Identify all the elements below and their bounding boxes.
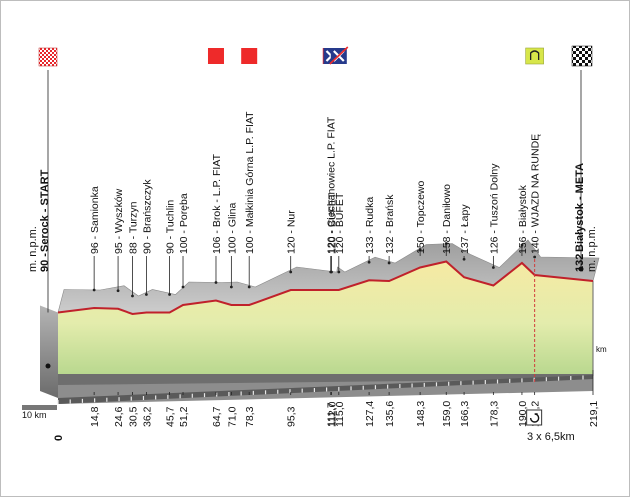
profile-point <box>289 270 293 274</box>
lap-label: 3 x 6,5km <box>527 431 575 443</box>
place-label: 88 - Turzyn <box>127 201 139 254</box>
feed-zone-icon <box>329 46 349 65</box>
distance-label: 166,3 <box>459 401 471 427</box>
place-label: 132 - Brańsk <box>384 194 396 254</box>
distance-label: 45,7 <box>165 406 177 427</box>
distance-label: 71,0 <box>226 406 238 427</box>
lap-arrow-icon <box>529 413 540 423</box>
profile-point <box>520 243 524 247</box>
start-flag-icon <box>38 47 58 67</box>
profile-point <box>418 248 422 251</box>
distance-label: 127,4 <box>364 401 376 427</box>
total-km-label: 219,1 <box>588 401 600 427</box>
profile-area <box>22 239 600 410</box>
place-label: 100 - Małkinia Górna L.P. FIAT <box>244 111 256 254</box>
place-label: 120 - Ciechanowiec L.P. FIAT <box>326 116 338 254</box>
distance-label: 78,3 <box>244 406 256 427</box>
lap-icon-arch <box>529 50 540 60</box>
profile-point <box>533 255 537 259</box>
place-label: 137 - Łapy <box>459 204 471 254</box>
profile-point <box>491 266 495 269</box>
profile-point <box>214 281 218 284</box>
distance-label: 36,2 <box>141 406 153 427</box>
profile-point <box>367 260 371 264</box>
distance-label: 51,2 <box>178 406 190 427</box>
place-label: 158 - Daniłowo <box>441 184 453 254</box>
finish-flag-icon <box>571 45 593 67</box>
place-label: 120 - BUFET <box>326 192 338 254</box>
distance-label: 95,3 <box>286 406 298 427</box>
start-elevation-label: 90 - <box>39 253 51 272</box>
place-label: 133 - Rudka <box>364 197 376 254</box>
finish-name-label: Białystok - META <box>574 163 586 252</box>
profile-front-fill <box>58 261 593 374</box>
profile-point <box>131 294 134 298</box>
profile-point <box>387 261 391 265</box>
start-unit-label: m. n.p.m. <box>27 226 39 272</box>
distance-label: 111,7 <box>326 402 338 427</box>
scale-label: 10 km <box>22 410 47 420</box>
profile-line <box>57 260 594 316</box>
place-label: 95 - Wyszków <box>113 188 125 254</box>
distance-label: 159,0 <box>441 401 453 427</box>
start-km-label: 0 <box>53 435 65 441</box>
lap-entry-icon <box>525 47 544 65</box>
km-unit-label: km <box>596 345 607 354</box>
profile-point <box>168 293 171 296</box>
place-label: 140 - WJAZD NA RUNDĘ <box>530 134 542 254</box>
sprint-flag-icon <box>241 48 258 64</box>
profile-point <box>144 293 148 296</box>
profile-point <box>462 257 466 261</box>
km-ruler <box>57 375 593 404</box>
sprint-flag-icon <box>207 48 224 64</box>
distance-label: 178,3 <box>488 401 500 427</box>
distance-label: 14,8 <box>89 406 101 427</box>
lap-count-icon <box>526 409 543 426</box>
profile-point <box>92 288 96 292</box>
start-name-label: Serock - START <box>39 169 51 252</box>
distance-label: 30,5 <box>127 406 139 427</box>
finish-dot <box>578 266 584 272</box>
distance-label: 64,7 <box>211 406 223 427</box>
place-label: 126 - Tuszoń Dolny <box>488 163 500 254</box>
finish-elevation-label: 132 <box>574 254 586 272</box>
profile-point <box>181 285 185 289</box>
place-label: 90 - Brańszczyk <box>141 179 153 254</box>
place-label: 150 - Topczewo <box>415 180 427 254</box>
place-label: 100 - Poręba <box>178 193 190 254</box>
place-label: 120 - Nur <box>286 210 298 254</box>
place-label: 90 - Tuchlin <box>165 200 177 254</box>
profile-point <box>229 285 233 289</box>
profile-point <box>337 270 341 274</box>
distance-label: 148,3 <box>415 401 427 427</box>
place-label: 156 - Białystok <box>517 184 529 254</box>
distance-label: 190,0 <box>517 401 529 427</box>
profile-point <box>330 270 333 274</box>
place-label: 106 - Brok - L.P. FIAT <box>211 153 223 254</box>
profile-marks: 96 - Samionka 14,8 95 - Wyszków 24,6 88 - Tu… <box>38 45 600 427</box>
distance-label: 135,6 <box>384 401 396 427</box>
feed-end-strike <box>329 46 349 65</box>
profile-point <box>116 289 120 293</box>
profile-point <box>247 285 251 289</box>
profile-point <box>444 242 448 245</box>
profile-left-face <box>40 305 58 398</box>
place-label: 96 - Samionka <box>89 186 101 254</box>
place-label: 120 - BUFET <box>334 192 346 254</box>
scale-bar <box>22 405 57 410</box>
place-label: 100 - Glina <box>226 202 238 254</box>
start-dot <box>45 363 51 369</box>
distance-label: 24,6 <box>113 406 125 427</box>
profile-base-edge <box>58 374 593 385</box>
finish-unit-label: m. n.p.m. <box>586 226 598 272</box>
distance-label: 112,0 <box>326 401 338 427</box>
distance-label: 115,0 <box>334 401 346 427</box>
